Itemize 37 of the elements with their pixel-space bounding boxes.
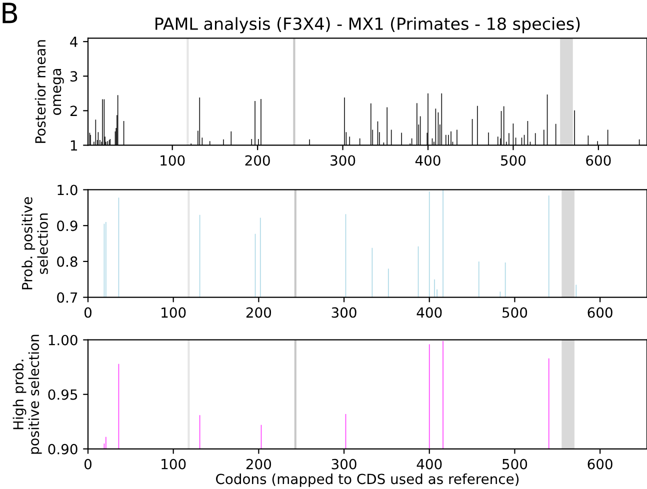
y-tick-label: 0.90 [48, 444, 78, 454]
x-tick-label: 600 [586, 155, 611, 166]
x-tick-label: 500 [502, 307, 528, 318]
x-tick-label: 600 [588, 458, 612, 470]
y-tick-label: 0.8 [57, 256, 78, 267]
x-tick-label: 500 [502, 458, 528, 470]
x-tick-label: 300 [330, 155, 356, 166]
y-tick-label: 2 [70, 106, 77, 116]
y-tick-label: 3 [70, 71, 78, 82]
y-tick-label: 0.7 [57, 292, 78, 303]
x-tick-label: 200 [246, 458, 272, 470]
y-tick-label: 1 [70, 140, 77, 151]
x-tick-label: 300 [332, 458, 356, 470]
x-tick-label: 100 [162, 458, 186, 470]
y-tick-label: 4 [70, 36, 78, 47]
x-tick-label: 100 [162, 307, 186, 318]
x-tick-label: 100 [160, 155, 185, 166]
x-axis-title: Codons (mapped to CDS used as reference) [216, 473, 519, 487]
y-axis-title: Prob. positive selection [22, 197, 48, 290]
x-tick-label: 400 [415, 155, 440, 166]
y-tick-label: 1.00 [48, 334, 78, 346]
x-tick-label: 400 [416, 307, 442, 318]
x-tick-label: 600 [588, 307, 612, 318]
x-tick-label: 200 [245, 155, 270, 166]
chart-title: PAML analysis (F3X4) - MX1 (Primates - 18 species) [156, 17, 580, 34]
y-axis-title: High prob. positive selection [12, 334, 42, 454]
x-tick-label: 0 [84, 458, 92, 470]
text: B [2, 2, 18, 24]
y-tick-label: 0.9 [57, 220, 78, 232]
x-tick-label: 0 [84, 307, 92, 318]
x-tick-label: 400 [416, 458, 442, 470]
y-tick-label: 1.0 [58, 184, 78, 196]
x-tick-label: 200 [246, 307, 272, 318]
y-tick-label: 0.95 [48, 389, 78, 400]
x-tick-label: 500 [501, 155, 526, 166]
x-tick-label: 300 [332, 307, 356, 318]
y-axis-title: Posterior mean omega [34, 40, 64, 143]
